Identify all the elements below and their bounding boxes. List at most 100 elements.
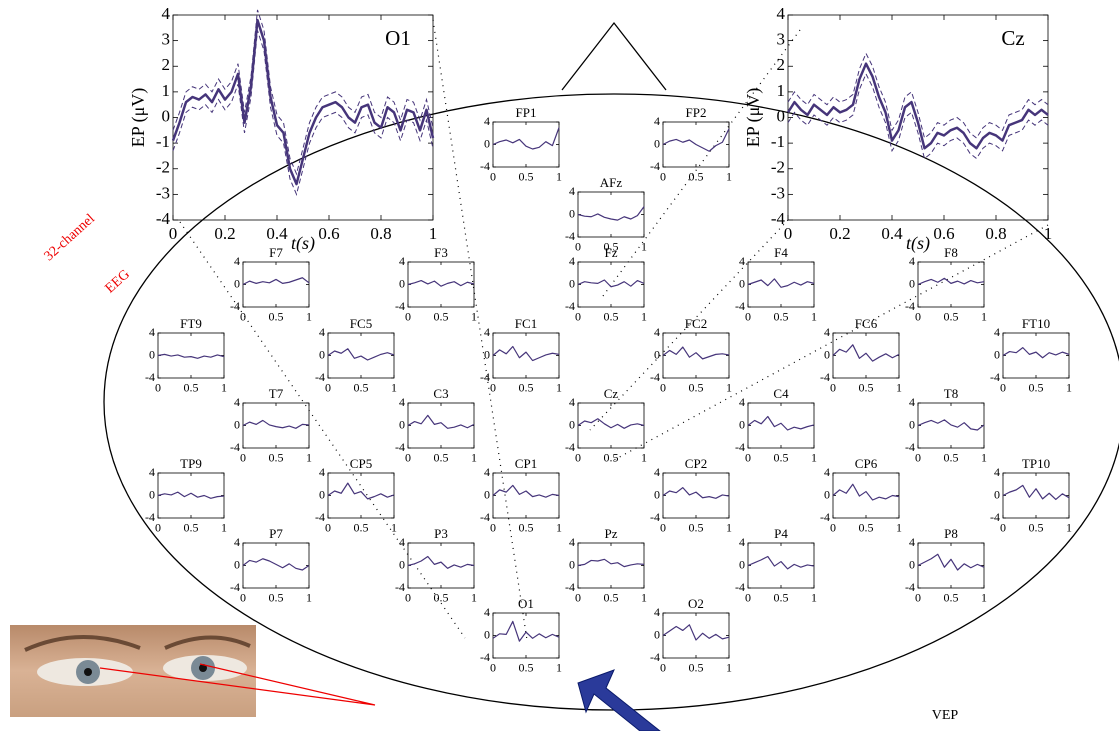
plot-title: F8	[944, 245, 958, 260]
y-tick-label: 0	[739, 557, 745, 571]
y-tick-label: -3	[771, 183, 785, 202]
x-tick-label: 1	[556, 381, 562, 395]
x-tick-label: 0.5	[774, 310, 789, 324]
plot-frame	[832, 472, 900, 519]
plot-title: Cz	[1001, 26, 1024, 50]
y-tick-label: -4	[565, 580, 575, 594]
plot-title: CP5	[350, 456, 372, 471]
plot-title: C3	[433, 386, 448, 401]
y-tick-label: 0	[484, 627, 490, 641]
x-tick-label: 0.2	[214, 224, 235, 243]
x-tick-label: 1	[641, 591, 647, 605]
x-tick-label: 0	[830, 381, 836, 395]
plot-frame	[662, 332, 730, 379]
x-tick-label: 1	[429, 224, 438, 243]
y-tick-label: 0	[909, 276, 915, 290]
y-tick-label: 0	[149, 487, 155, 501]
y-tick-label: 0	[234, 417, 240, 431]
x-tick-label: 0.5	[519, 381, 534, 395]
y-tick-label: 0	[234, 557, 240, 571]
y-tick-label: 4	[149, 325, 155, 339]
y-tick-label: 4	[739, 254, 745, 268]
y-tick-label: 0	[319, 487, 325, 501]
plot-frame	[747, 402, 815, 449]
y-tick-label: 4	[149, 465, 155, 479]
y-tick-label: 4	[777, 4, 786, 23]
x-tick-label: 1	[641, 451, 647, 465]
y-tick-label: -4	[395, 299, 405, 313]
y-tick-label: 0	[149, 347, 155, 361]
y-tick-label: -4	[480, 510, 490, 524]
plot-title: C4	[773, 386, 789, 401]
plot-title: FT10	[1022, 316, 1050, 331]
y-tick-label: -4	[990, 370, 1000, 384]
y-tick-label: 4	[399, 254, 405, 268]
plot-title: CP2	[685, 456, 707, 471]
x-tick-label: 1	[641, 240, 647, 254]
x-tick-label: 1	[221, 521, 227, 535]
y-tick-label: -4	[735, 299, 745, 313]
y-tick-label: 0	[739, 417, 745, 431]
y-tick-label: 4	[824, 465, 830, 479]
x-tick-label: 0.5	[944, 591, 959, 605]
waveform	[1002, 484, 1070, 501]
x-tick-label: 1	[306, 591, 312, 605]
x-tick-label: 1	[556, 661, 562, 675]
waveform	[577, 279, 645, 288]
y-tick-label: 4	[569, 254, 575, 268]
x-tick-label: 0	[575, 310, 581, 324]
x-tick-label: 1	[811, 451, 817, 465]
plot-title: P8	[944, 526, 958, 541]
waveform	[917, 419, 985, 431]
y-tick-label: 4	[484, 465, 490, 479]
plot-title: CP1	[515, 456, 537, 471]
x-tick-label: 0.5	[519, 661, 534, 675]
y-tick-label: 0	[399, 557, 405, 571]
waveform	[492, 345, 560, 362]
x-tick-label: 1	[471, 591, 477, 605]
y-tick-label: 4	[909, 395, 915, 409]
eye-photo	[10, 625, 256, 717]
y-tick-label: 4	[824, 325, 830, 339]
waveform	[917, 277, 985, 286]
waveform	[492, 620, 560, 642]
x-tick-label: 0	[169, 224, 178, 243]
x-tick-label: 0.5	[604, 451, 619, 465]
x-tick-label: 1	[1066, 381, 1072, 395]
x-tick-label: 1	[556, 170, 562, 184]
y-tick-label: 0	[569, 276, 575, 290]
x-tick-label: 0.5	[604, 591, 619, 605]
y-tick-label: 4	[994, 325, 1000, 339]
x-tick-label: 0.5	[859, 521, 874, 535]
plot-frame	[242, 261, 310, 308]
waveform	[407, 279, 475, 287]
x-tick-label: 0	[240, 591, 246, 605]
x-tick-label: 0	[745, 591, 751, 605]
x-tick-label: 0	[490, 381, 496, 395]
x-tick-label: 1	[811, 310, 817, 324]
x-tick-label: 0	[490, 661, 496, 675]
x-tick-label: 0	[660, 381, 666, 395]
x-tick-label: 1	[726, 381, 732, 395]
waveform	[407, 555, 475, 569]
y-tick-label: -4	[650, 370, 660, 384]
y-tick-label: 4	[234, 535, 240, 549]
plot-frame	[577, 261, 645, 308]
y-tick-label: 4	[909, 535, 915, 549]
y-tick-label: 0	[654, 487, 660, 501]
y-tick-label: 4	[909, 254, 915, 268]
y-tick-label: 4	[654, 465, 660, 479]
x-tick-label: 0.5	[434, 451, 449, 465]
y-tick-label: 4	[399, 535, 405, 549]
y-tick-label: -4	[480, 159, 490, 173]
connector-lines	[179, 19, 1049, 641]
x-tick-label: 0.6	[933, 224, 954, 243]
y-tick-label: 0	[654, 136, 660, 150]
confidence-bound	[172, 30, 434, 196]
waveform	[327, 348, 395, 361]
y-tick-label: -4	[480, 650, 490, 664]
plot-frame	[747, 261, 815, 308]
x-tick-label: 0	[490, 170, 496, 184]
y-tick-label: 0	[824, 347, 830, 361]
